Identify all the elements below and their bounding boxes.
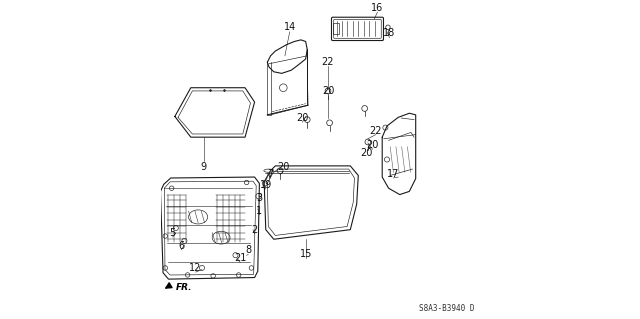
Text: 5: 5 bbox=[170, 228, 176, 238]
Text: 17: 17 bbox=[387, 169, 399, 179]
Text: 3: 3 bbox=[257, 193, 262, 203]
Text: 16: 16 bbox=[371, 3, 383, 13]
Text: 20: 20 bbox=[367, 140, 379, 150]
Text: 14: 14 bbox=[284, 22, 296, 32]
Text: 15: 15 bbox=[300, 249, 312, 259]
Text: 1: 1 bbox=[257, 205, 262, 216]
Text: 22: 22 bbox=[369, 126, 382, 136]
Text: FR.: FR. bbox=[176, 283, 192, 292]
Text: 20: 20 bbox=[277, 162, 289, 173]
Text: 9: 9 bbox=[200, 162, 207, 173]
Text: 8: 8 bbox=[245, 245, 252, 256]
Text: 18: 18 bbox=[383, 28, 396, 39]
Text: 6: 6 bbox=[178, 241, 184, 251]
Text: 21: 21 bbox=[234, 253, 246, 263]
Text: 12: 12 bbox=[189, 263, 202, 273]
Text: S8A3-B3940 D: S8A3-B3940 D bbox=[419, 304, 475, 313]
Text: 7: 7 bbox=[268, 169, 274, 179]
Text: 20: 20 bbox=[322, 86, 334, 96]
Text: 22: 22 bbox=[322, 57, 334, 67]
Text: 20: 20 bbox=[360, 148, 372, 158]
Bar bbox=[333, 23, 339, 34]
Text: 2: 2 bbox=[252, 225, 258, 235]
Text: 19: 19 bbox=[260, 180, 272, 190]
Text: 20: 20 bbox=[296, 113, 308, 123]
